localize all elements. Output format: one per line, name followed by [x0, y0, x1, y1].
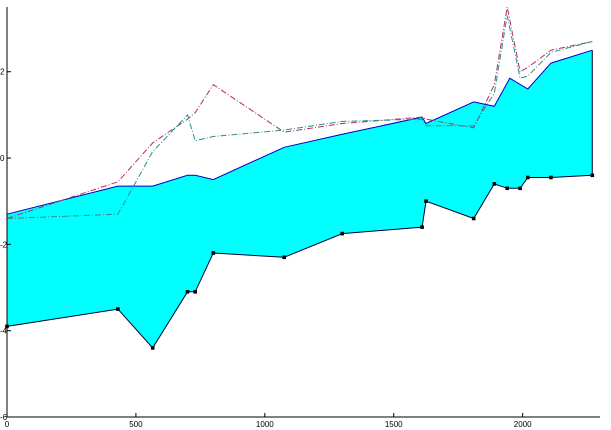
- y-tick-label: -4: [0, 327, 8, 336]
- lower-bound-marker: [518, 186, 522, 191]
- band-layer: [6, 49, 593, 349]
- lower-bound-marker: [340, 231, 344, 236]
- band-upper-line: [6, 49, 593, 215]
- lower-bound-marker: [420, 225, 424, 229]
- lower-bound-marker: [211, 251, 216, 255]
- series-line-2: [6, 15, 593, 219]
- lower-bound-marker: [526, 175, 530, 180]
- lower-bound-marker: [590, 173, 595, 178]
- lower-bound-marker: [150, 346, 155, 350]
- lower-bound-marker: [471, 216, 476, 221]
- y-tick-label: 0: [0, 154, 5, 163]
- lower-bound-marker: [185, 290, 190, 294]
- y-tick-label: -2: [0, 240, 8, 249]
- lower-bound-marker: [193, 290, 197, 294]
- lower-bound-marker: [424, 199, 428, 203]
- y-tick-label: -6: [0, 413, 8, 422]
- x-tick-label: 0: [5, 420, 10, 429]
- lower-bound-marker: [116, 307, 120, 311]
- lower-bound-marker: [549, 175, 553, 180]
- band-fill: [7, 50, 593, 348]
- lower-bound-marker: [505, 186, 509, 191]
- x-tick-label: 2000: [514, 420, 532, 429]
- lower-bound-marker: [492, 182, 497, 186]
- series-line-1: [6, 6, 593, 219]
- x-tick-label: 500: [129, 420, 143, 429]
- lines-layer: [6, 6, 593, 219]
- x-tick-label: 1500: [385, 420, 403, 429]
- y-tick-label: 2: [0, 68, 5, 77]
- axes-layer: -6 -4 -2 0 2 0 500 1000 1500 2000: [0, 7, 600, 429]
- x-tick-label: 1000: [256, 420, 274, 429]
- lower-bound-marker: [282, 255, 286, 260]
